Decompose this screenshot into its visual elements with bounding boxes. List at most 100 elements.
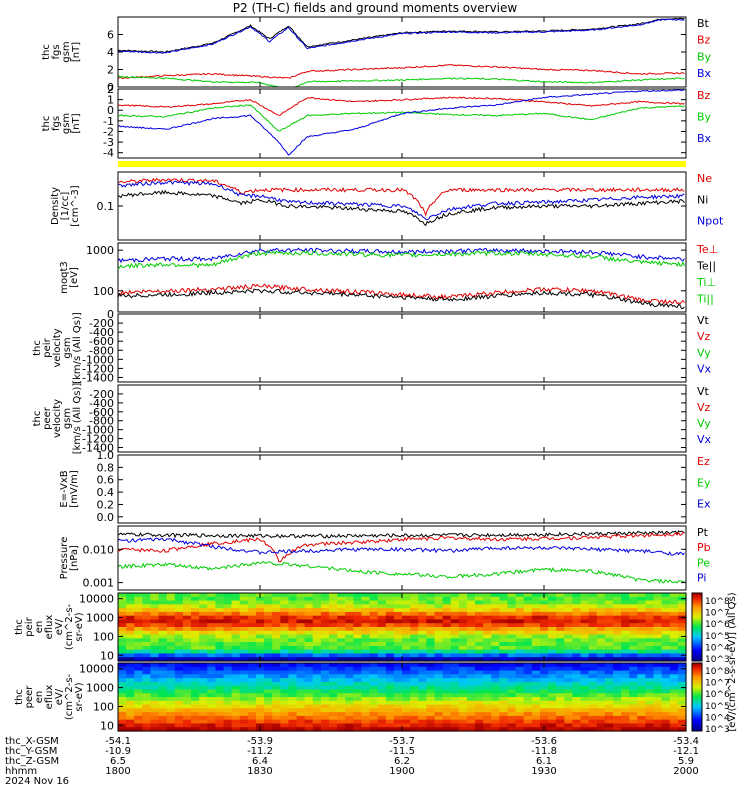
spectrogram-cell — [320, 678, 330, 683]
spectrogram-cell — [596, 649, 606, 655]
spectrogram-cell — [588, 693, 598, 698]
spectrogram-cell — [150, 674, 160, 679]
spectrogram-cell — [239, 727, 249, 732]
spectrogram-cell — [320, 642, 330, 647]
spectrogram-cell — [458, 715, 468, 721]
spectrogram-cell — [564, 593, 573, 598]
spectrogram-cell — [126, 704, 135, 709]
spectrogram-cell — [588, 670, 598, 675]
y-axis-label: thc — [41, 116, 52, 132]
spectrogram-cell — [604, 727, 614, 732]
spectrogram-cell — [369, 645, 379, 651]
spectrogram-cell — [191, 611, 200, 617]
spectrogram-cell — [166, 697, 176, 702]
spectrogram-cell — [215, 715, 225, 721]
spectrogram-cell — [604, 708, 614, 713]
spectrogram-cell — [255, 666, 265, 672]
spectrogram-cell — [247, 712, 257, 717]
spectrogram-cell — [142, 604, 152, 609]
spectrogram-cell — [450, 615, 460, 621]
spectrogram-cell — [491, 642, 500, 647]
spectrogram-cell — [637, 611, 647, 617]
y-axis-label: velocity — [52, 399, 63, 438]
spectrogram-cell — [531, 685, 541, 691]
spectrogram-cell — [239, 700, 249, 706]
spectrogram-cell — [450, 611, 460, 617]
spectrogram-cell — [507, 693, 517, 698]
spectrogram-cell — [499, 645, 509, 651]
spectrogram-cell — [134, 670, 143, 675]
spectrogram-cell — [247, 611, 257, 617]
spectrogram-cell — [458, 681, 468, 687]
spectrogram-cell — [231, 708, 241, 713]
spectrogram-cell — [604, 678, 614, 683]
spectrogram-cell — [296, 700, 306, 706]
spectrogram-cell — [369, 678, 379, 683]
spectrogram-cell — [272, 681, 281, 687]
spectrogram-cell — [264, 685, 273, 691]
spectrogram-cell — [669, 634, 679, 639]
spectrogram-cell — [531, 678, 541, 683]
spectrogram-cell — [621, 627, 630, 632]
spectrogram-cell — [361, 634, 371, 639]
spectrogram-cell — [369, 649, 379, 655]
spectrogram-cell — [272, 596, 281, 602]
spectrogram-cell — [418, 634, 427, 639]
spectrogram-cell — [158, 708, 168, 713]
colorbar-9 — [691, 592, 703, 662]
legend-Vt: Vt — [697, 314, 710, 327]
spectrogram-cell — [207, 697, 216, 702]
spectrogram-cell — [669, 704, 679, 709]
spectrogram-cell — [255, 638, 265, 643]
spectrogram-cell — [345, 708, 354, 713]
spectrogram-cell — [158, 715, 168, 721]
spectrogram-cell — [499, 657, 509, 662]
spectrogram-cell — [385, 596, 395, 602]
spectrogram-cell — [353, 715, 363, 721]
spectrogram-cell — [645, 700, 655, 706]
colorbar-cell — [692, 633, 702, 636]
spectrogram-cell — [369, 657, 379, 662]
spectrogram-cell — [677, 712, 687, 717]
spectrogram-cell — [369, 619, 379, 624]
spectrogram-cell — [223, 645, 233, 651]
spectrogram-cell — [126, 649, 135, 655]
spectrogram-cell — [191, 712, 200, 717]
spectrogram-cell — [320, 666, 330, 672]
spectrogram-cell — [353, 700, 363, 706]
y-tick-label: 0.8 — [97, 461, 115, 474]
spectrogram-cell — [182, 638, 192, 643]
spectrogram-cell — [548, 600, 557, 605]
spectrogram-cell — [361, 653, 371, 658]
x-row-label: thc_Y-GSM — [5, 746, 57, 757]
spectrogram-cell — [588, 674, 598, 679]
spectrogram-cell — [166, 693, 176, 698]
spectrogram-cell — [215, 712, 225, 717]
spectrogram-cell — [548, 723, 557, 728]
spectrogram-cell — [450, 642, 460, 647]
spectrogram-cell — [434, 708, 444, 713]
spectrogram-cell — [231, 600, 241, 605]
spectrogram-cell — [677, 608, 687, 613]
spectrogram-cell — [272, 674, 281, 679]
spectrogram-cell — [166, 727, 176, 732]
spectrogram-cell — [142, 615, 152, 621]
spectrogram-cell — [353, 689, 363, 694]
spectrogram-cell — [223, 708, 233, 713]
spectrogram-cell — [604, 630, 614, 636]
spectrogram-cell — [174, 611, 184, 617]
spectrogram-cell — [410, 593, 419, 598]
y-tick-label: 1000 — [86, 612, 114, 625]
spectrogram-cell — [126, 674, 135, 679]
spectrogram-cell — [450, 619, 460, 624]
spectrogram-cell — [255, 608, 265, 613]
spectrogram-cell — [548, 649, 557, 655]
spectrogram-cell — [491, 719, 500, 725]
spectrogram-cell — [280, 697, 289, 702]
spectrogram-cell — [572, 615, 582, 621]
spectrogram-cell — [247, 704, 257, 709]
spectrogram-cell — [669, 657, 679, 662]
spectrogram-cell — [402, 645, 411, 651]
spectrogram-cell — [247, 619, 257, 624]
spectrogram-cell — [612, 678, 622, 683]
